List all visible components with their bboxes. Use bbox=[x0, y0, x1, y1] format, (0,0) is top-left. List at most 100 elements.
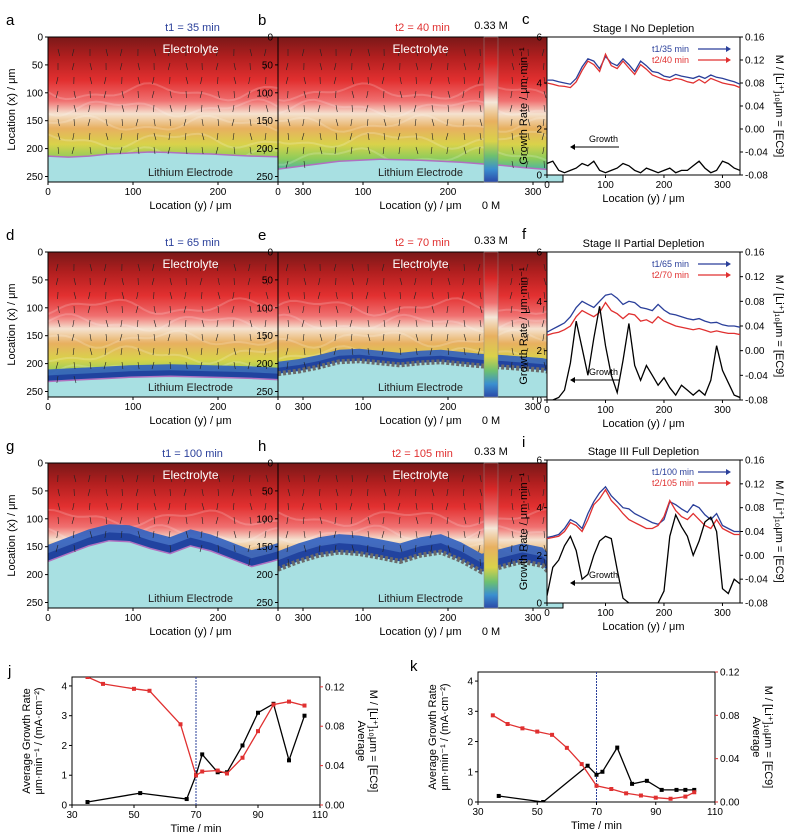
flux-arrow bbox=[543, 530, 545, 539]
legend-arrow-icon bbox=[726, 272, 731, 278]
legend-entry: t1/65 min bbox=[652, 259, 689, 269]
flux-arrow bbox=[249, 333, 252, 342]
map-title: t1 = 35 min bbox=[165, 22, 220, 34]
flux-arrow bbox=[510, 90, 513, 99]
map-ytick-label: 250 bbox=[26, 387, 43, 398]
flux-arrow bbox=[169, 104, 173, 113]
flux-arrow bbox=[366, 544, 369, 553]
flux-arrow bbox=[317, 291, 321, 300]
flux-arrow bbox=[527, 104, 530, 113]
flux-arrow bbox=[264, 48, 267, 57]
flux-arrow bbox=[287, 474, 290, 483]
flux-arrow bbox=[73, 375, 77, 384]
data-point bbox=[644, 778, 649, 783]
flux-arrow bbox=[526, 62, 529, 71]
colorbar-min-label: 0 M bbox=[482, 200, 500, 212]
flux-arrow bbox=[366, 90, 369, 99]
flux-arrow bbox=[217, 104, 221, 113]
flux-arrow bbox=[216, 48, 219, 57]
growth-annotation: Growth bbox=[589, 367, 618, 377]
map-xtick-label: 0 bbox=[45, 402, 51, 413]
flux-arrow bbox=[57, 488, 60, 497]
legend-entry: t1/35 min bbox=[652, 44, 689, 54]
flux-arrow bbox=[383, 305, 387, 314]
flux-arrow bbox=[463, 146, 467, 155]
flux-arrow bbox=[510, 277, 513, 286]
flux-arrow bbox=[215, 62, 219, 71]
electrode-interface bbox=[278, 549, 563, 590]
flux-arrow bbox=[152, 263, 155, 272]
flux-arrow bbox=[383, 104, 386, 113]
map-y-axis-label: Location (x) / μm bbox=[6, 494, 18, 576]
map-xtick-label: 100 bbox=[355, 402, 372, 413]
flux-arrow bbox=[382, 333, 385, 342]
legend-arrow-icon bbox=[726, 57, 731, 63]
flux-arrow bbox=[215, 516, 219, 525]
map-xtick-label: 300 bbox=[295, 187, 312, 198]
map-xtick-label: 200 bbox=[210, 402, 227, 413]
flux-arrow bbox=[183, 305, 187, 314]
flux-arrow bbox=[169, 305, 171, 314]
data-point bbox=[585, 763, 590, 768]
map-xtick-label: 0 bbox=[275, 613, 281, 624]
flux-arrow bbox=[57, 118, 60, 127]
y2-tick-label: 0.08 bbox=[745, 297, 765, 308]
flux-arrow bbox=[447, 90, 451, 99]
flux-arrow bbox=[431, 474, 434, 483]
flux-arrow bbox=[382, 516, 385, 525]
x-tick-label: 0 bbox=[544, 180, 550, 191]
flux-arrow bbox=[71, 333, 75, 342]
flux-arrow bbox=[349, 502, 353, 511]
colorbar-min-label: 0 M bbox=[482, 626, 500, 638]
flux-arrow bbox=[217, 277, 220, 286]
flux-arrow bbox=[429, 530, 433, 539]
y-tick-label: 4 bbox=[467, 677, 473, 688]
flux-arrow bbox=[217, 474, 221, 483]
flux-arrow bbox=[105, 488, 108, 497]
flux-arrow bbox=[105, 305, 108, 314]
flux-arrow bbox=[72, 502, 75, 511]
flux-arrow bbox=[430, 146, 433, 155]
lithium-electrode bbox=[48, 540, 333, 608]
y2-tick-label: -0.08 bbox=[745, 396, 768, 407]
flux-arrow bbox=[303, 291, 305, 300]
legend-entry: t2/70 min bbox=[652, 270, 689, 280]
flux-arrow bbox=[185, 347, 189, 356]
flux-arrow bbox=[216, 502, 219, 511]
flux-arrow bbox=[169, 474, 173, 483]
flux-arrow bbox=[88, 474, 91, 483]
data-point bbox=[200, 769, 205, 774]
flux-arrow bbox=[461, 104, 465, 113]
x-tick-label: 0 bbox=[544, 608, 550, 619]
flux-arrow bbox=[105, 118, 108, 127]
flux-arrow bbox=[120, 502, 123, 511]
flux-arrow bbox=[383, 118, 387, 127]
panel-letter-d: d bbox=[6, 227, 14, 244]
y-axis-label-line: Growth Rate / μm·min⁻¹ bbox=[518, 473, 530, 591]
flux-arrow bbox=[543, 263, 546, 272]
flux-arrow bbox=[350, 305, 353, 314]
flux-arrow bbox=[463, 502, 466, 511]
map-ytick-label: 200 bbox=[26, 144, 43, 155]
flux-arrow bbox=[541, 48, 545, 57]
flux-arrow bbox=[367, 516, 371, 525]
map-ytick-label: 50 bbox=[32, 60, 44, 71]
flux-arrow bbox=[414, 544, 417, 553]
flux-arrow bbox=[201, 516, 204, 525]
map-x-axis-label: Location (y) / μm bbox=[149, 626, 231, 638]
data-point bbox=[692, 790, 697, 795]
colorbar-max-label: 0.33 M bbox=[474, 235, 508, 247]
map-ytick-label: 250 bbox=[26, 172, 43, 183]
flux-arrow bbox=[265, 488, 268, 497]
flux-arrow bbox=[351, 544, 355, 553]
flux-arrow bbox=[367, 333, 371, 342]
map-ytick-label: 50 bbox=[32, 275, 44, 286]
flux-arrow bbox=[349, 319, 353, 328]
flux-arrow bbox=[303, 76, 306, 85]
flux-arrow bbox=[263, 333, 267, 342]
y-tick-label: 0 bbox=[467, 798, 473, 809]
chart-title: Stage II Partial Depletion bbox=[583, 238, 705, 250]
flux-arrow bbox=[263, 62, 267, 71]
